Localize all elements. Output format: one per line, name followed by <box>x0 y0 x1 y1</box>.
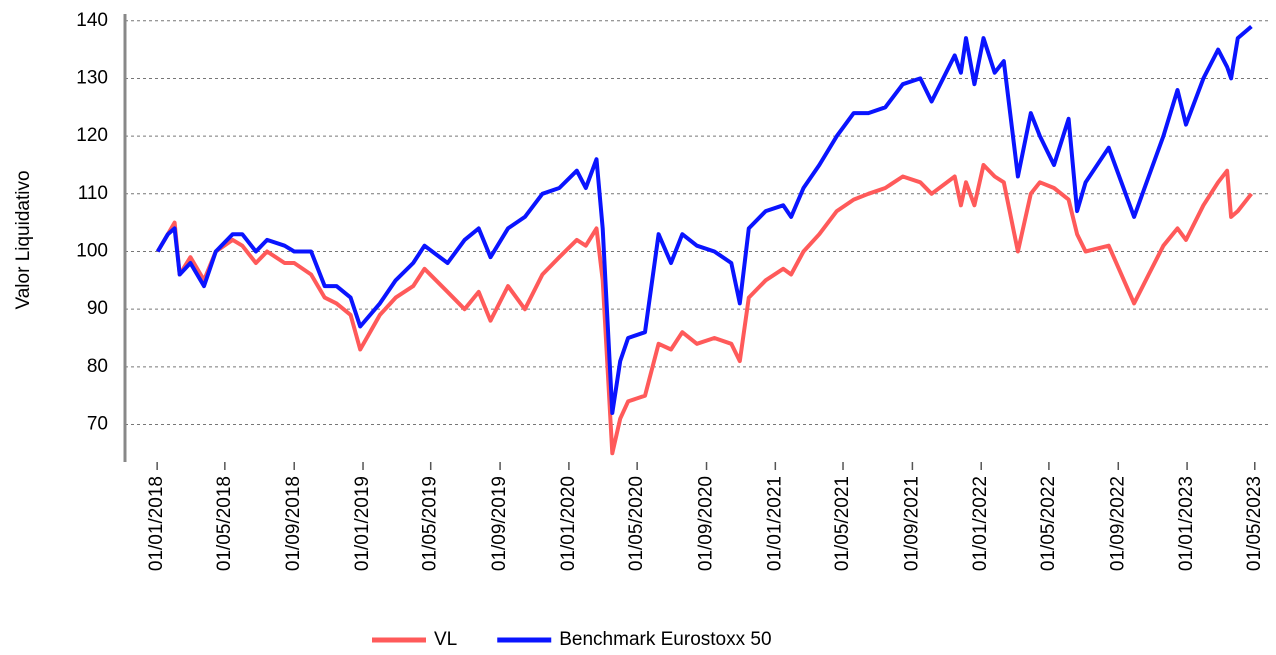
y-axis-label: Valor Liquidativo <box>13 170 34 309</box>
y-tick-label: 130 <box>76 67 108 88</box>
legend-label: VL <box>434 629 457 650</box>
y-tick-label: 100 <box>76 240 108 261</box>
x-tick-label: 01/05/2022 <box>1038 476 1059 571</box>
x-tick-label: 01/01/2021 <box>764 476 785 571</box>
y-tick-label: 70 <box>87 414 108 435</box>
legend-label: Benchmark Eurostoxx 50 <box>559 629 771 650</box>
x-tick-label: 01/05/2023 <box>1244 476 1265 571</box>
x-tick-label: 01/05/2019 <box>420 476 441 571</box>
x-tick-label: 01/05/2021 <box>832 476 853 571</box>
x-tick-label: 01/09/2019 <box>489 476 510 571</box>
series-line <box>155 163 1253 456</box>
x-tick-label: 01/01/2019 <box>352 476 373 571</box>
y-tick-label: 140 <box>76 10 108 31</box>
x-tick-label: 01/01/2023 <box>1176 476 1197 571</box>
x-tick-label: 01/09/2021 <box>901 476 922 571</box>
y-tick-label: 80 <box>87 356 108 377</box>
y-tick-label: 120 <box>76 125 108 146</box>
x-tick-label: 01/01/2018 <box>146 476 167 571</box>
x-tick-label: 01/05/2018 <box>214 476 235 571</box>
series-line <box>155 24 1253 415</box>
x-tick-label: 01/01/2022 <box>970 476 991 571</box>
x-tick-label: 01/09/2018 <box>283 476 304 571</box>
x-tick-label: 01/05/2020 <box>626 476 647 571</box>
x-tick-label: 01/01/2020 <box>558 476 579 571</box>
x-tick-label: 01/09/2020 <box>696 476 717 571</box>
x-tick-label: 01/09/2022 <box>1107 476 1128 571</box>
y-tick-label: 110 <box>78 183 108 204</box>
y-tick-label: 90 <box>87 298 108 319</box>
